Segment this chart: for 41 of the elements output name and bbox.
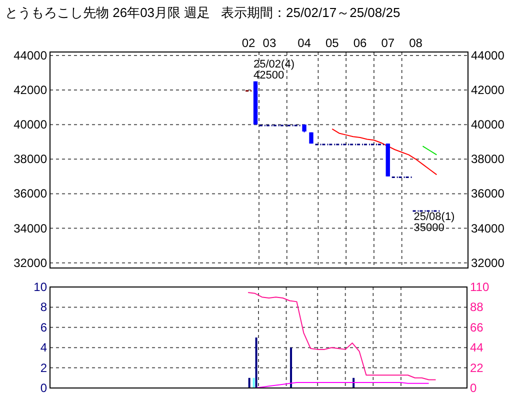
bar — [252, 378, 255, 388]
line-series — [248, 292, 436, 380]
y2-tick-label: 22 — [470, 360, 484, 375]
y-tick-label: 42000 — [14, 83, 48, 98]
bar — [248, 378, 250, 388]
x-tick-label: 06 — [353, 36, 368, 50]
y2-tick-label: 0 — [470, 381, 477, 395]
y-tick-label: 38000 — [14, 152, 48, 166]
y-tick-label: 10 — [34, 280, 48, 294]
x-tick-label: 08 — [409, 36, 423, 50]
y2-tick-label: 40000 — [471, 118, 505, 132]
x-tick-label: 05 — [325, 36, 340, 50]
y2-tick-label: 44000 — [471, 48, 505, 62]
x-tick-label: 07 — [381, 36, 395, 50]
x-tick-label: 02 — [242, 36, 256, 50]
bar — [290, 348, 292, 388]
y-tick-label: 8 — [40, 300, 48, 314]
y-tick-label: 6 — [40, 320, 48, 334]
y2-tick-label: 32000 — [471, 256, 505, 270]
y-tick-label: 0 — [40, 381, 48, 395]
y-tick-label: 32000 — [14, 256, 48, 270]
y2-tick-label: 34000 — [471, 221, 505, 236]
y2-tick-label: 44 — [470, 340, 484, 355]
y-tick-label: 2 — [40, 360, 48, 375]
y-tick-label: 4 — [40, 340, 48, 355]
line-series — [332, 128, 438, 176]
y-tick-label: 40000 — [14, 118, 48, 132]
y2-tick-label: 66 — [470, 320, 484, 334]
x-tick-label: 03 — [262, 36, 276, 50]
y-tick-label: 36000 — [14, 186, 48, 201]
annotation: 25/08(1) 35000 — [414, 210, 455, 234]
y-tick-label: 44000 — [14, 48, 48, 62]
y2-tick-label: 36000 — [471, 186, 505, 201]
y2-tick-label: 38000 — [471, 152, 505, 166]
chart-title: とうもろこし先物 26年03月限 週足 表示期間：25/02/17～25/08/25 — [5, 5, 400, 20]
annotation: 25/02(4) 42500 — [254, 58, 294, 82]
x-tick-label: 04 — [298, 36, 312, 50]
y2-tick-label: 42000 — [471, 83, 505, 98]
y2-tick-label: 110 — [470, 280, 490, 294]
y-tick-label: 34000 — [14, 221, 48, 236]
y2-tick-label: 88 — [470, 300, 484, 314]
